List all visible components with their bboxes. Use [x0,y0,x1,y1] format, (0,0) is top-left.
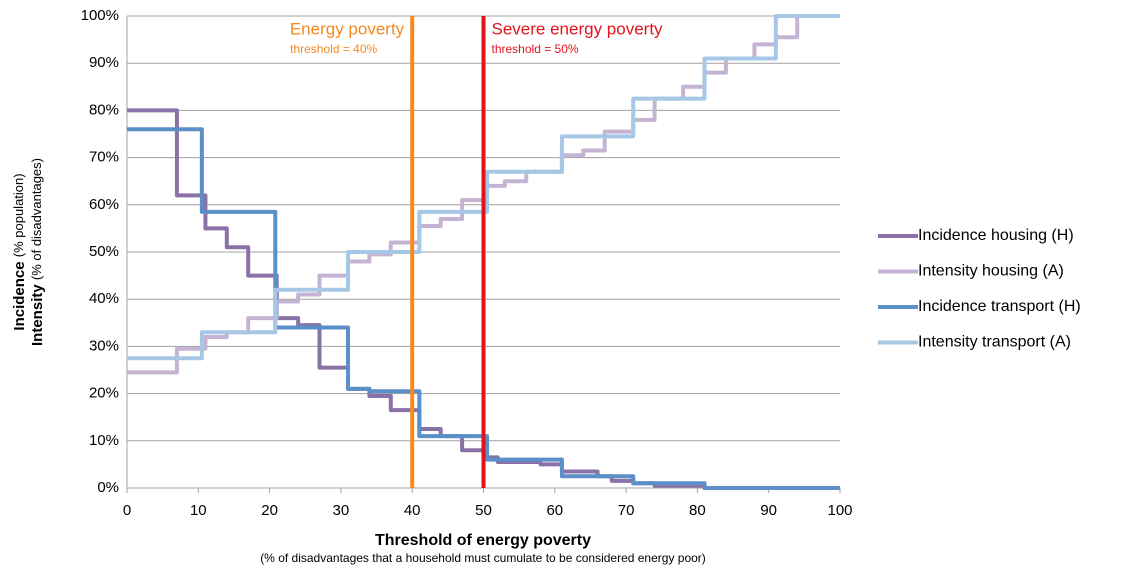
series-line [127,108,840,490]
y-tick-label: 100% [81,7,119,24]
y-axis-label: Incidence (% population) [11,173,28,330]
threshold-sublabel: threshold = 50% [492,42,579,56]
x-tick-label: 10 [190,502,207,519]
x-tick-label: 100 [827,502,852,519]
x-tick-label: 70 [618,502,635,519]
y-axis-label-normal: (% population) [11,173,26,257]
y-axis-label: Intensity (% of disadvantages) [29,158,46,346]
y-tick-label: 90% [89,54,119,71]
x-tick-label: 50 [475,502,492,519]
y-tick-label: 0% [97,479,119,496]
y-tick-label: 30% [89,337,119,354]
x-tick-label: 0 [123,502,131,519]
threshold-sublabel: threshold = 40% [290,42,377,56]
y-tick-label: 10% [89,432,119,449]
y-tick-label: 40% [89,290,119,307]
x-tick-label: 40 [404,502,421,519]
threshold-label: Severe energy poverty [492,19,664,38]
threshold-label: Energy poverty [290,19,405,38]
y-tick-label: 60% [89,196,119,213]
y-tick-label: 70% [89,149,119,166]
x-tick-label: 30 [333,502,350,519]
x-axis-note: (% of disadvantages that a household mus… [260,551,706,565]
y-axis-label-bold: Incidence [11,261,28,330]
x-tick-label: 60 [546,502,563,519]
series-line [127,14,840,361]
y-tick-label: 20% [89,385,119,402]
y-tick-label: 50% [89,243,119,260]
y-tick-label: 80% [89,101,119,118]
legend-label: Incidence transport (H) [918,298,1081,315]
legend-label: Intensity housing (A) [918,263,1064,280]
x-tick-label: 80 [689,502,706,519]
y-axis-label-normal: (% of disadvantages) [29,158,44,280]
y-axis-label-bold: Intensity [29,284,46,346]
x-axis-label: Threshold of energy poverty [375,532,591,549]
x-tick-label: 20 [261,502,278,519]
legend-label: Intensity transport (A) [918,334,1071,351]
legend-label: Incidence housing (H) [918,227,1074,244]
x-tick-label: 90 [760,502,777,519]
series-line [127,127,840,490]
